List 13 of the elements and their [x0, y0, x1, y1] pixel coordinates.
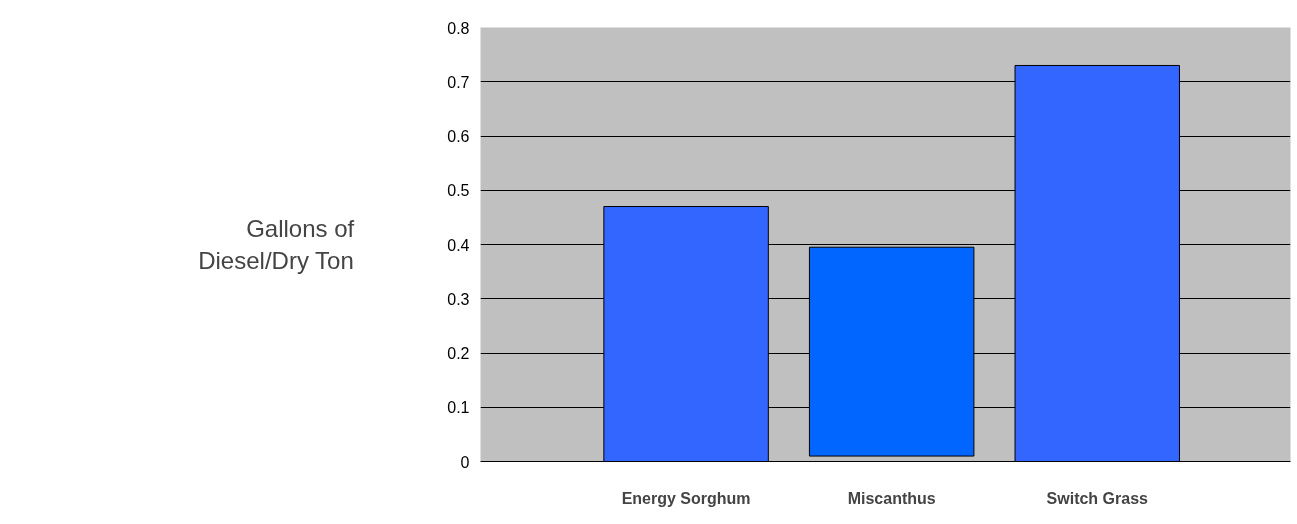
x-tick-label: Switch Grass — [1046, 489, 1149, 507]
y-tick-label: 0 — [460, 453, 470, 471]
y-axis-title: Gallons of Diesel/Dry Ton — [198, 214, 355, 275]
x-tick-label: Energy Sorghum — [621, 489, 751, 507]
y-tick-label: 0.3 — [447, 290, 470, 308]
y-tick-label: 0.7 — [447, 73, 470, 91]
y-tick-label: 0.2 — [447, 345, 470, 362]
x-tick-label: Miscanthus — [847, 489, 936, 507]
y-tick-label: 0.1 — [447, 399, 470, 417]
y-tick-label: 0.6 — [447, 128, 470, 145]
y-tick-label: 0.4 — [447, 236, 470, 254]
y-tick-label: 0.5 — [447, 182, 470, 200]
y-tick-label: 0.8 — [447, 19, 470, 37]
